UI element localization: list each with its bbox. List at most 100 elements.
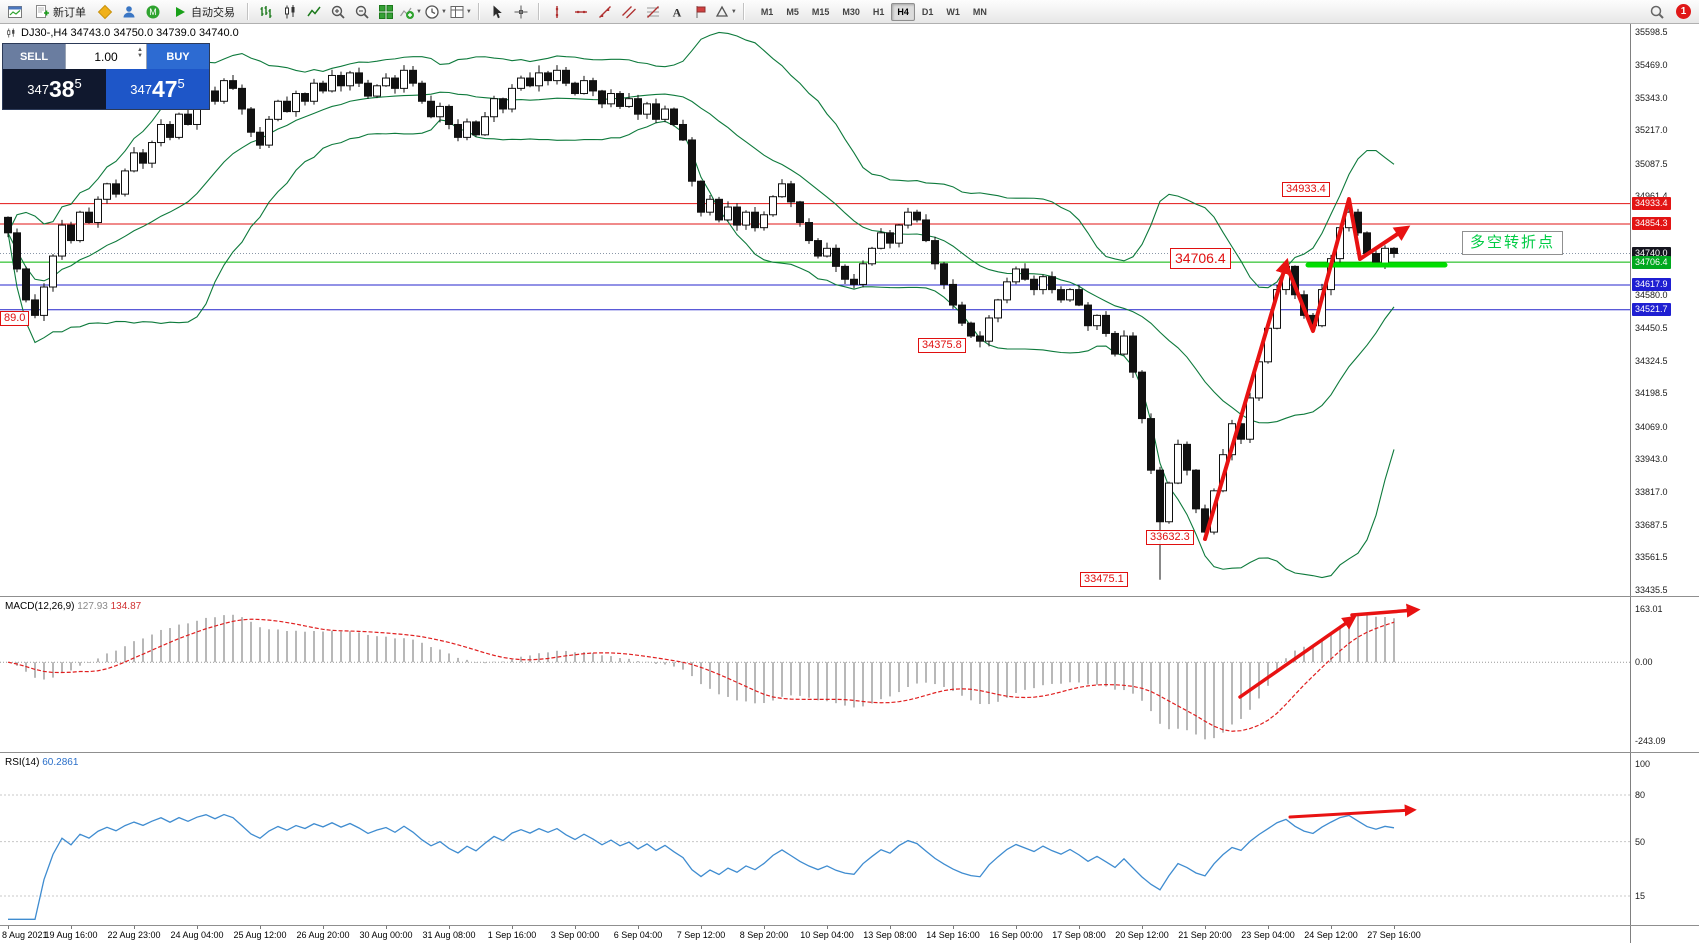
zoom-in-button[interactable] (327, 2, 349, 22)
channel-tool-button[interactable] (618, 2, 640, 22)
time-axis-label: 24 Sep 12:00 (1304, 930, 1358, 940)
trend-arrow[interactable] (1350, 603, 1421, 618)
candle-up (868, 247, 876, 265)
candle-up (1381, 247, 1389, 265)
timeframe-button-m15[interactable]: M15 (811, 6, 830, 17)
periods-button[interactable]: ▼ (424, 2, 447, 22)
price-chart-pane[interactable] (0, 24, 1630, 596)
candle-down (967, 322, 975, 337)
candle-down (13, 232, 21, 270)
market-button[interactable]: M (142, 2, 164, 22)
price-axis-tag: 34854.3 (1632, 217, 1671, 231)
candle-up (778, 183, 786, 198)
trendline-tool-button[interactable] (594, 2, 616, 22)
quote-title-text: DJ30-,H4 34743.0 34750.0 34739.0 34740.0 (21, 27, 239, 39)
vertical-line-tool-button[interactable] (546, 2, 568, 22)
price-annotation[interactable]: 89.0 (0, 311, 30, 326)
sell-price[interactable]: 347 38 5 (3, 69, 106, 109)
candle-up (274, 100, 282, 120)
autotrading-button[interactable]: 自动交易 (166, 2, 241, 22)
pane-separator[interactable] (0, 596, 1699, 597)
bar-chart-button[interactable] (255, 2, 277, 22)
timeframe-button-mn[interactable]: MN (972, 6, 987, 17)
trend-arrow[interactable] (1288, 804, 1417, 819)
candle-down (886, 232, 894, 244)
new-order-button[interactable]: 新订单 (28, 2, 92, 22)
trend-arrow[interactable] (1238, 615, 1357, 699)
candle-up (175, 113, 183, 138)
vertical-line-icon (555, 5, 558, 18)
candle-down (976, 335, 984, 342)
time-axis-tick (8, 926, 9, 929)
trend-arrow[interactable] (1203, 257, 1291, 541)
macd-axis-label: 0.00 (1635, 657, 1653, 668)
chevron-down-icon: ▼ (730, 8, 737, 15)
volume-increase-button[interactable]: ▲ (137, 47, 143, 53)
timeframe-button-w1[interactable]: W1 (946, 6, 960, 17)
trend-arrow[interactable] (1284, 197, 1411, 333)
price-annotation[interactable]: 33632.3 (1146, 530, 1194, 545)
timeframe-button-m1[interactable]: M1 (760, 6, 774, 17)
price-annotation[interactable]: 34375.8 (918, 338, 966, 353)
sell-button[interactable]: SELL (3, 44, 65, 69)
notification-badge[interactable]: 1 (1676, 4, 1691, 19)
price-axis[interactable]: 35598.5 35469.0 35343.0 35217.0 35087.5 34961… (1630, 24, 1699, 943)
line-chart-button[interactable] (303, 2, 325, 22)
timeframe-button-h1[interactable]: H1 (872, 6, 885, 17)
time-axis[interactable]: 8 Aug 2021 19 Aug 16:00 22 Aug 23:00 24 Aug… (0, 926, 1630, 943)
crosshair-tool-button[interactable] (510, 2, 532, 22)
price-axis-label: 34961.4 (1635, 190, 1668, 203)
candle-down (697, 180, 705, 213)
label-flag-icon (696, 5, 706, 18)
price-annotation[interactable]: 34933.4 (1282, 182, 1330, 197)
candle-down (922, 219, 930, 242)
macd-pane[interactable] (0, 597, 1630, 752)
pane-separator[interactable] (0, 752, 1699, 753)
new-chart-button[interactable] (4, 2, 26, 22)
new-chart-icon (8, 5, 22, 18)
macd-title: MACD(12,26,9) (5, 601, 75, 612)
price-annotation[interactable]: 33475.1 (1080, 572, 1128, 587)
rsi-pane[interactable] (0, 753, 1630, 925)
templates-button[interactable]: ▼ (449, 2, 472, 22)
candlestick-chart-button[interactable] (279, 2, 301, 22)
search-button[interactable] (1646, 2, 1668, 22)
time-axis-label: 13 Sep 08:00 (863, 930, 917, 940)
indicators-button[interactable]: ▼ (399, 2, 422, 22)
text-tool-button[interactable]: A (666, 2, 688, 22)
time-axis-tick (1016, 926, 1017, 929)
candle-down (688, 139, 696, 182)
candle-up (157, 123, 165, 144)
price-axis-label: 35598.5 (1635, 27, 1668, 37)
horizontal-line-tool-button[interactable] (570, 2, 592, 22)
timeframe-button-d1[interactable]: D1 (921, 6, 934, 17)
buy-price[interactable]: 347 47 5 (106, 69, 209, 109)
fibonacci-tool-button[interactable] (642, 2, 664, 22)
tile-windows-button[interactable] (375, 2, 397, 22)
label-tool-button[interactable] (690, 2, 712, 22)
candle-down (634, 98, 642, 115)
turning-point-note[interactable]: 多空转折点 (1462, 231, 1564, 255)
volume-decrease-button[interactable]: ▼ (137, 53, 143, 59)
zoom-out-button[interactable] (351, 2, 373, 22)
candle-down (832, 247, 840, 267)
candle-down (247, 108, 255, 133)
macd-axis-label: 163.01 (1635, 604, 1663, 615)
tile-windows-icon (379, 4, 393, 19)
mql5-button[interactable] (94, 2, 116, 22)
community-button[interactable] (118, 2, 140, 22)
candle-down (940, 263, 948, 285)
timeframe-button-h4[interactable]: H4 (891, 2, 915, 21)
pane-separator[interactable] (0, 925, 1699, 926)
price-annotation[interactable]: 34706.4 (1170, 248, 1231, 269)
shapes-tool-button[interactable]: ▼ (714, 2, 737, 22)
candle-down (562, 69, 570, 84)
cursor-tool-button[interactable] (486, 2, 508, 22)
candle-down (679, 123, 687, 141)
timeframe-button-m5[interactable]: M5 (786, 6, 799, 17)
candle-down (391, 77, 399, 89)
buy-button[interactable]: BUY (147, 44, 209, 69)
timeframe-button-m30[interactable]: M30 (842, 6, 860, 17)
volume-input[interactable]: 1.00 ▲ ▼ (65, 44, 147, 69)
time-axis-label: 25 Aug 12:00 (233, 930, 287, 940)
